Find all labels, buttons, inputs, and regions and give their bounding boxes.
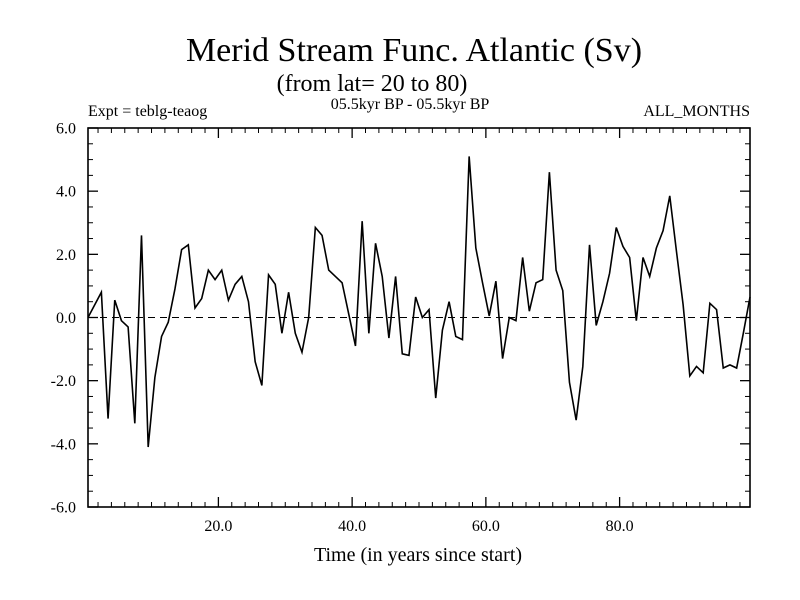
x-axis-label: Time (in years since start) [314, 544, 522, 566]
x-tick-label: 60.0 [472, 518, 500, 535]
x-tick-label: 80.0 [606, 518, 634, 535]
y-tick-label: 2.0 [56, 247, 76, 264]
y-tick-label: 6.0 [56, 121, 76, 138]
chart-subtitle: (from lat= 20 to 80) [277, 71, 468, 97]
y-tick-label: 0.0 [56, 310, 76, 327]
plot-area: 20.0 40.0 60.0 80.0 6.0 4.0 2.0 0.0 -2.0 -4.0 -6.0 [51, 121, 751, 535]
experiment-label: Expt = teblg-teaog [88, 103, 207, 120]
y-tick-label: 4.0 [56, 184, 76, 201]
x-tick-label: 20.0 [204, 518, 232, 535]
plot-frame [87, 127, 751, 508]
period-label: 05.5kyr BP - 05.5kyr BP [331, 96, 490, 113]
x-tick-label: 40.0 [338, 518, 366, 535]
y-tick-label: -4.0 [51, 436, 76, 453]
series-line-0 [87, 156, 751, 448]
chart-title: Merid Stream Func. Atlantic (Sv) [186, 32, 642, 69]
y-tick-label: -6.0 [51, 500, 76, 517]
y-tick-label: -2.0 [51, 373, 76, 390]
months-label: ALL_MONTHS [643, 103, 750, 120]
